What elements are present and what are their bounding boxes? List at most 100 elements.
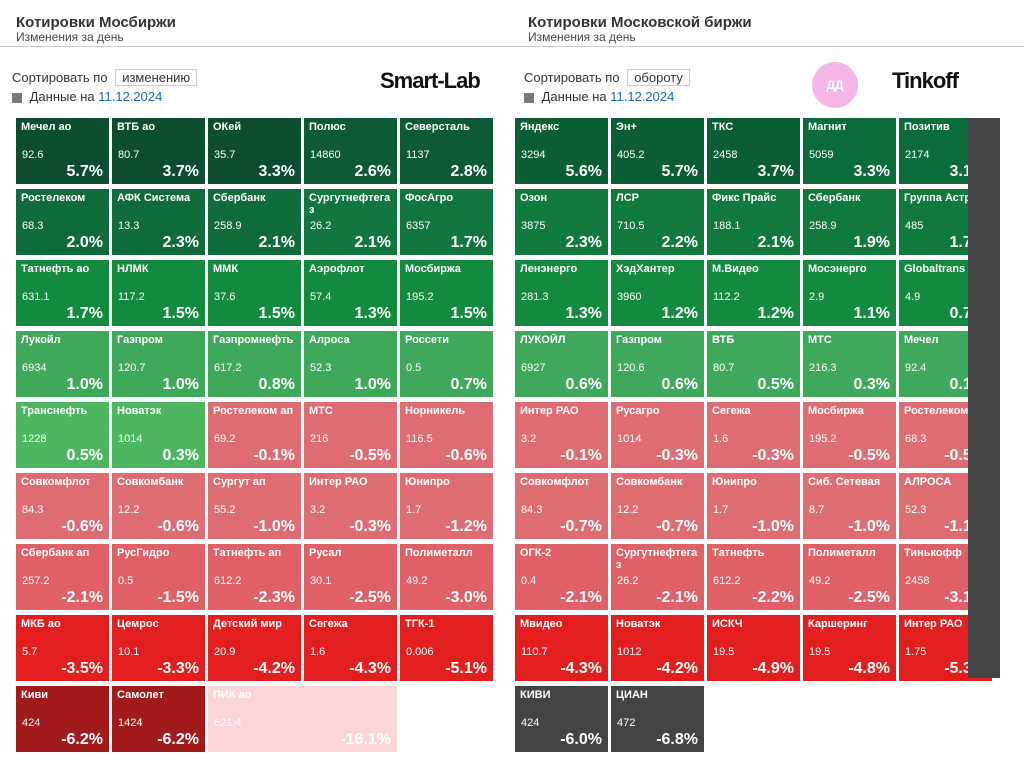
panel-title: Котировки Московской биржи bbox=[528, 14, 752, 31]
stock-tile[interactable]: ВТБ 80.7 0.5% bbox=[707, 331, 800, 397]
stock-tile[interactable]: Новатэк 1012 -4.2% bbox=[611, 615, 704, 681]
stock-tile[interactable]: Мосбиржа 195.2 -0.5% bbox=[803, 402, 896, 468]
stock-tile[interactable]: Алроса 52.3 1.0% bbox=[304, 331, 397, 397]
stock-tile[interactable]: Россети 0.5 0.7% bbox=[400, 331, 493, 397]
stock-tile[interactable]: ММК 37.6 1.5% bbox=[208, 260, 301, 326]
stock-tile[interactable]: КИВИ 424 -6.0% bbox=[515, 686, 608, 752]
date-value[interactable]: 11.12.2024 bbox=[610, 89, 675, 104]
stock-tile[interactable]: Цемрос 10.1 -3.3% bbox=[112, 615, 205, 681]
stock-tile[interactable]: Совкомбанк 12.2 -0.7% bbox=[611, 473, 704, 539]
stock-tile[interactable]: Мечел ао 92.6 5.7% bbox=[16, 118, 109, 184]
stock-tile[interactable]: Сбербанк ап 257.2 -2.1% bbox=[16, 544, 109, 610]
stock-tile[interactable]: Татнефть ап 612.2 -2.3% bbox=[208, 544, 301, 610]
tile-name: Ростелеком bbox=[21, 192, 86, 204]
stock-tile[interactable]: Ростелеком ап 69.2 -0.1% bbox=[208, 402, 301, 468]
stock-tile[interactable]: Газпром 120.7 1.0% bbox=[112, 331, 205, 397]
stock-tile[interactable]: ТКС 2458 3.7% bbox=[707, 118, 800, 184]
stock-tile[interactable]: ИСКЧ 19.5 -4.9% bbox=[707, 615, 800, 681]
stock-tile[interactable]: Газпром 120.6 0.6% bbox=[611, 331, 704, 397]
stock-tile[interactable]: Полиметалл 49.2 -3.0% bbox=[400, 544, 493, 610]
stock-tile[interactable]: ОГК-2 0.4 -2.1% bbox=[515, 544, 608, 610]
stock-tile[interactable]: Транснефть 1228 0.5% bbox=[16, 402, 109, 468]
tile-change: 2.1% bbox=[258, 234, 295, 251]
tile-price: 3.2 bbox=[521, 433, 537, 445]
stock-tile[interactable]: Мосбиржа 195.2 1.5% bbox=[400, 260, 493, 326]
stock-tile[interactable]: МТС 216 -0.5% bbox=[304, 402, 397, 468]
stock-tile[interactable]: Самолет 1424 -6.2% bbox=[112, 686, 205, 752]
stock-tile[interactable]: Магнит 5059 3.3% bbox=[803, 118, 896, 184]
stock-tile[interactable]: Фикс Прайс 188.1 2.1% bbox=[707, 189, 800, 255]
tile-change: 2.0% bbox=[66, 234, 103, 251]
scroll-strip[interactable] bbox=[968, 118, 1000, 678]
stock-tile[interactable]: Сегежа 1.6 -0.3% bbox=[707, 402, 800, 468]
stock-tile[interactable]: Русагро 1014 -0.3% bbox=[611, 402, 704, 468]
stock-tile[interactable]: Совкомбанк 12.2 -0.6% bbox=[112, 473, 205, 539]
date-label: Данные на bbox=[541, 89, 607, 104]
stock-tile[interactable]: Северсталь 1137 2.8% bbox=[400, 118, 493, 184]
stock-tile[interactable]: ВТБ ао 80.7 3.7% bbox=[112, 118, 205, 184]
stock-tile[interactable]: ХэдХантер 3960 1.2% bbox=[611, 260, 704, 326]
tile-name: Русагро bbox=[616, 405, 660, 417]
stock-tile[interactable]: Озон 3875 2.3% bbox=[515, 189, 608, 255]
tile-name: Интер РАО bbox=[904, 618, 963, 630]
stock-tile[interactable]: Интер РАО 3.2 -0.3% bbox=[304, 473, 397, 539]
stock-tile[interactable]: Газпромнефть 617.2 0.8% bbox=[208, 331, 301, 397]
stock-tile[interactable]: ПИК ао 621.4 -16.1% bbox=[208, 686, 397, 752]
stock-tile[interactable]: Мвидео 110.7 -4.3% bbox=[515, 615, 608, 681]
stock-tile[interactable]: Юнипро 1.7 -1.2% bbox=[400, 473, 493, 539]
stock-tile[interactable]: РусГидро 0.5 -1.5% bbox=[112, 544, 205, 610]
sort-select[interactable]: изменению bbox=[115, 69, 198, 86]
stock-tile[interactable]: Татнефть ао 631.1 1.7% bbox=[16, 260, 109, 326]
checkbox[interactable] bbox=[524, 92, 534, 103]
stock-tile[interactable]: Полиметалл 49.2 -2.5% bbox=[803, 544, 896, 610]
stock-tile[interactable]: Совкомфлот 84.3 -0.7% bbox=[515, 473, 608, 539]
sort-select[interactable]: обороту bbox=[627, 69, 690, 86]
stock-tile[interactable]: Яндекс 3294 5.6% bbox=[515, 118, 608, 184]
tile-change: -2.1% bbox=[656, 589, 698, 606]
stock-tile[interactable]: Аэрофлот 57.4 1.3% bbox=[304, 260, 397, 326]
stock-tile[interactable]: МКБ ао 5.7 -3.5% bbox=[16, 615, 109, 681]
tile-name: МКБ ао bbox=[21, 618, 61, 630]
stock-tile[interactable]: Интер РАО 3.2 -0.1% bbox=[515, 402, 608, 468]
stock-tile[interactable]: Сургутнефтегаз 26.2 2.1% bbox=[304, 189, 397, 255]
stock-tile[interactable]: Юнипро 1.7 -1.0% bbox=[707, 473, 800, 539]
stock-tile[interactable]: Сургутнефтегаз 26.2 -2.1% bbox=[611, 544, 704, 610]
stock-tile[interactable]: ЛУКОЙЛ 6927 0.6% bbox=[515, 331, 608, 397]
controls: Сортировать по изменению Данные на 11.12… bbox=[12, 68, 282, 106]
stock-tile[interactable]: ТГК-1 0.006 -5.1% bbox=[400, 615, 493, 681]
stock-tile[interactable]: Полюс 14860 2.6% bbox=[304, 118, 397, 184]
tile-name: Газпромнефть bbox=[213, 334, 294, 346]
stock-tile[interactable]: Лукойл 6934 1.0% bbox=[16, 331, 109, 397]
stock-tile[interactable]: Норникель 116.5 -0.6% bbox=[400, 402, 493, 468]
stock-tile[interactable]: Сегежа 1.6 -4.3% bbox=[304, 615, 397, 681]
tile-change: 0.3% bbox=[853, 376, 890, 393]
stock-tile[interactable]: МТС 216.3 0.3% bbox=[803, 331, 896, 397]
stock-tile[interactable]: Татнефть 612.2 -2.2% bbox=[707, 544, 800, 610]
stock-tile[interactable]: Каршеринг 19.5 -4.8% bbox=[803, 615, 896, 681]
stock-tile[interactable]: Киви 424 -6.2% bbox=[16, 686, 109, 752]
stock-tile[interactable]: ЛСР 710.5 2.2% bbox=[611, 189, 704, 255]
stock-tile[interactable]: ЦИАН 472 -6.8% bbox=[611, 686, 704, 752]
stock-tile[interactable]: Сбербанк 258.9 1.9% bbox=[803, 189, 896, 255]
stock-tile[interactable]: Новатэк 1014 0.3% bbox=[112, 402, 205, 468]
stock-tile[interactable]: Сиб. Сетевая 8.7 -1.0% bbox=[803, 473, 896, 539]
stock-tile[interactable]: Сбербанк 258.9 2.1% bbox=[208, 189, 301, 255]
tile-price: 19.5 bbox=[713, 646, 735, 658]
date-value[interactable]: 11.12.2024 bbox=[98, 89, 163, 104]
stock-tile[interactable]: Ростелеком 68.3 2.0% bbox=[16, 189, 109, 255]
stock-tile[interactable]: АФК Система 13.3 2.3% bbox=[112, 189, 205, 255]
stock-tile[interactable]: Эн+ 405.2 5.7% bbox=[611, 118, 704, 184]
stock-tile[interactable]: Русал 30.1 -2.5% bbox=[304, 544, 397, 610]
stock-tile[interactable]: Сургут ап 55.2 -1.0% bbox=[208, 473, 301, 539]
stock-tile[interactable]: НЛМК 117.2 1.5% bbox=[112, 260, 205, 326]
stock-tile[interactable]: ОКей 35.7 3.3% bbox=[208, 118, 301, 184]
tile-change: -2.5% bbox=[349, 589, 391, 606]
checkbox[interactable] bbox=[12, 92, 22, 103]
stock-tile[interactable]: Ленэнерго 281.3 1.3% bbox=[515, 260, 608, 326]
stock-tile[interactable]: М.Видео 112.2 1.2% bbox=[707, 260, 800, 326]
stock-tile[interactable]: Мосэнерго 2.9 1.1% bbox=[803, 260, 896, 326]
stock-tile[interactable]: Детский мир 20.9 -4.2% bbox=[208, 615, 301, 681]
stock-tile[interactable]: Совкомфлот 84.3 -0.6% bbox=[16, 473, 109, 539]
stock-tile[interactable]: Интер РАО 1.75 -5.3% bbox=[899, 615, 992, 681]
stock-tile[interactable]: ФосАгро 6357 1.7% bbox=[400, 189, 493, 255]
